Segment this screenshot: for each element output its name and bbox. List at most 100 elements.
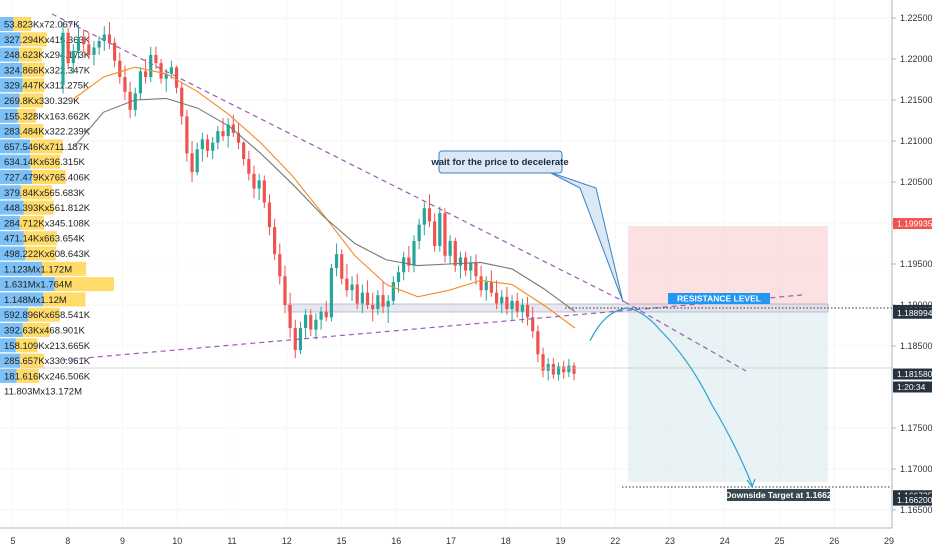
candle (107, 22, 112, 50)
candle-body (448, 241, 452, 256)
candle (82, 29, 86, 53)
candle-body (66, 32, 70, 64)
candle (288, 292, 292, 338)
candle-body (247, 159, 251, 174)
candle-body (505, 296, 509, 310)
time-tick-label: 15 (336, 536, 346, 546)
resistance-label: RESISTANCE LEVEL (668, 293, 770, 304)
candle-body (546, 364, 550, 371)
candle (355, 273, 359, 310)
candle-body (355, 284, 359, 304)
candle-body (143, 71, 148, 78)
candle-body (340, 254, 344, 279)
vp-buy-bar (0, 185, 21, 200)
candle (216, 126, 220, 150)
candle-body (133, 93, 137, 110)
price-tag: 1.181580 (893, 368, 932, 380)
price-tag-bg (893, 494, 932, 506)
vp-row-label: 324.866Kx322.347K (4, 65, 91, 76)
candle (572, 362, 576, 381)
vp-sell-bar (19, 93, 44, 108)
candle (438, 206, 442, 252)
projection-arrow-icon (746, 478, 756, 489)
candle (169, 60, 173, 79)
vp-buy-bar (0, 246, 26, 261)
candle (329, 264, 334, 322)
time-axis[interactable]: 5 8 9 10 11 12 15 16 17 18 19 22 23 24 25 26 29 (10, 536, 894, 546)
candle-body (433, 221, 437, 246)
vp-row-label: 592.896Kx658.541K (4, 310, 91, 321)
candle (138, 67, 143, 101)
candle-body (87, 44, 91, 55)
vp-buy-bar (0, 353, 21, 368)
candle-body (474, 262, 478, 277)
candle-body (391, 282, 395, 301)
candle-body (536, 331, 540, 355)
candle-body (123, 77, 127, 92)
candle (309, 309, 313, 337)
candle-body (113, 42, 117, 61)
candle-body (221, 131, 225, 137)
candle (226, 118, 230, 148)
price-tag-bg (893, 307, 932, 319)
candle-body (345, 278, 349, 291)
candle (458, 251, 463, 279)
candle (562, 360, 566, 379)
time-tick-label: 5 (10, 536, 15, 546)
price-tick-label: 1.175000 (900, 423, 932, 433)
vp-buy-bar (0, 62, 23, 77)
vp-row-label: 1.148Mx1.12M (4, 295, 67, 306)
candle (396, 265, 401, 293)
candle-body (76, 38, 81, 51)
candle (92, 40, 96, 66)
vp-row-label: 269.8Kx330.329K (4, 96, 80, 107)
price-tick-label: 1.170000 (900, 464, 932, 474)
candle (489, 270, 494, 297)
candle-body (396, 272, 401, 283)
candle-body (515, 300, 519, 312)
candle-body (464, 257, 468, 271)
candle (200, 132, 204, 162)
time-tick-label: 16 (391, 536, 401, 546)
descending-trendline (51, 13, 626, 303)
candle (484, 276, 488, 301)
candle (97, 36, 101, 55)
candle-body (190, 153, 194, 173)
candle (205, 134, 210, 158)
candle-body (283, 276, 287, 305)
price-tag-label: 1:20:34 (897, 382, 926, 392)
candle (298, 321, 303, 355)
vp-buy-bar (0, 108, 18, 123)
vp-sell-bar (20, 32, 47, 47)
time-tick-label: 8 (65, 536, 70, 546)
time-tick-label: 19 (555, 536, 565, 546)
vp-row-label: 498.222Kx608.643K (4, 249, 91, 260)
vp-row-label: 248.623Kx294.173K (4, 50, 91, 61)
candle (247, 150, 251, 181)
callout-text: wait for the price to decelerate (430, 157, 568, 168)
candle (236, 122, 241, 150)
vp-buy-bar (0, 200, 24, 215)
vp-sell-bar (42, 261, 87, 276)
candle-body (350, 284, 354, 291)
vp-buy-bar (0, 261, 43, 276)
vp-row-label: 284.712Kx345.108K (4, 218, 91, 229)
candle-body (541, 354, 545, 371)
candle-body (551, 364, 555, 375)
candle (324, 300, 328, 322)
vp-sell-bar (43, 292, 86, 307)
candle-body (200, 139, 204, 150)
vp-row-label: 181.616Kx246.506K (4, 371, 91, 382)
target-label-text: Downside Target at 1.1662 (725, 490, 831, 500)
candle-body (138, 71, 143, 94)
vp-buy-bar (0, 139, 31, 154)
candle (211, 136, 215, 160)
candle (345, 264, 349, 297)
candle (123, 65, 127, 101)
vp-sell-bar (25, 246, 57, 261)
candle-body (531, 317, 535, 332)
vp-row-label: 11.803Mx13.172M (4, 387, 82, 398)
candle-body (510, 300, 514, 310)
candle (427, 194, 432, 228)
